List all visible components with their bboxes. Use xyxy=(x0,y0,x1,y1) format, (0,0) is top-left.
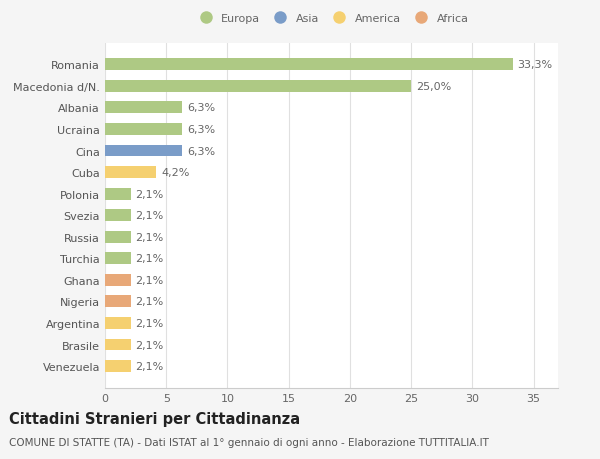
Legend: Europa, Asia, America, Africa: Europa, Asia, America, Africa xyxy=(190,10,473,28)
Text: 2,1%: 2,1% xyxy=(136,297,164,307)
Text: 2,1%: 2,1% xyxy=(136,318,164,328)
Bar xyxy=(105,210,131,222)
Text: 2,1%: 2,1% xyxy=(136,211,164,221)
Bar xyxy=(105,188,131,200)
Bar xyxy=(105,102,182,114)
Bar xyxy=(105,274,131,286)
Bar xyxy=(105,81,411,93)
Text: Cittadini Stranieri per Cittadinanza: Cittadini Stranieri per Cittadinanza xyxy=(9,411,300,426)
Text: 4,2%: 4,2% xyxy=(161,168,190,178)
Text: 2,1%: 2,1% xyxy=(136,361,164,371)
Bar xyxy=(105,317,131,329)
Bar xyxy=(105,231,131,243)
Bar xyxy=(105,167,157,179)
Text: 25,0%: 25,0% xyxy=(416,82,451,92)
Text: 6,3%: 6,3% xyxy=(187,125,215,134)
Text: 2,1%: 2,1% xyxy=(136,275,164,285)
Bar xyxy=(105,339,131,351)
Bar xyxy=(105,253,131,265)
Bar xyxy=(105,59,513,71)
Bar xyxy=(105,146,182,157)
Text: 2,1%: 2,1% xyxy=(136,254,164,264)
Text: 6,3%: 6,3% xyxy=(187,146,215,156)
Text: 2,1%: 2,1% xyxy=(136,189,164,199)
Bar xyxy=(105,296,131,308)
Text: 6,3%: 6,3% xyxy=(187,103,215,113)
Text: 33,3%: 33,3% xyxy=(518,60,553,70)
Bar xyxy=(105,124,182,135)
Bar xyxy=(105,360,131,372)
Text: 2,1%: 2,1% xyxy=(136,232,164,242)
Text: COMUNE DI STATTE (TA) - Dati ISTAT al 1° gennaio di ogni anno - Elaborazione TUT: COMUNE DI STATTE (TA) - Dati ISTAT al 1°… xyxy=(9,437,489,447)
Text: 2,1%: 2,1% xyxy=(136,340,164,350)
